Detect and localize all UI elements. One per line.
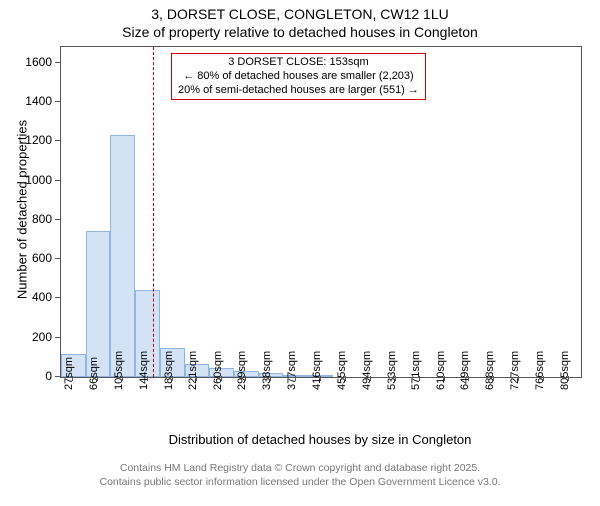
ytick-mark [55,180,60,181]
footer-line-1: Contains HM Land Registry data © Crown c… [0,462,600,476]
footer-attribution: Contains HM Land Registry data © Crown c… [0,462,600,489]
ytick-mark [55,258,60,259]
ytick-label: 1600 [0,55,52,69]
x-axis-label: Distribution of detached houses by size … [60,432,580,447]
ytick-mark [55,337,60,338]
title-line-2: Size of property relative to detached ho… [0,24,600,40]
ytick-mark [55,297,60,298]
ytick-mark [55,101,60,102]
ytick-label: 0 [0,369,52,383]
ytick-mark [55,219,60,220]
ytick-label: 1400 [0,94,52,108]
footer-line-2: Contains public sector information licen… [0,476,600,490]
ytick-mark [55,376,60,377]
histogram-chart: 3 DORSET CLOSE: 153sqm← 80% of detached … [0,40,600,460]
histogram-bar [86,231,110,377]
title-line-1: 3, DORSET CLOSE, CONGLETON, CW12 1LU [0,6,600,22]
ytick-mark [55,62,60,63]
marker-line [153,47,154,377]
ytick-mark [55,140,60,141]
annotation-line-1: 3 DORSET CLOSE: 153sqm [178,56,419,70]
plot-area: 3 DORSET CLOSE: 153sqm← 80% of detached … [60,46,582,378]
annotation-line-3: 20% of semi-detached houses are larger (… [178,84,419,98]
ytick-label: 200 [0,330,52,344]
marker-annotation: 3 DORSET CLOSE: 153sqm← 80% of detached … [171,53,426,100]
chart-title: 3, DORSET CLOSE, CONGLETON, CW12 1LU Siz… [0,6,600,40]
annotation-line-2: ← 80% of detached houses are smaller (2,… [178,70,419,84]
histogram-bar [110,135,135,377]
y-axis-label: Number of detached properties [15,110,30,310]
